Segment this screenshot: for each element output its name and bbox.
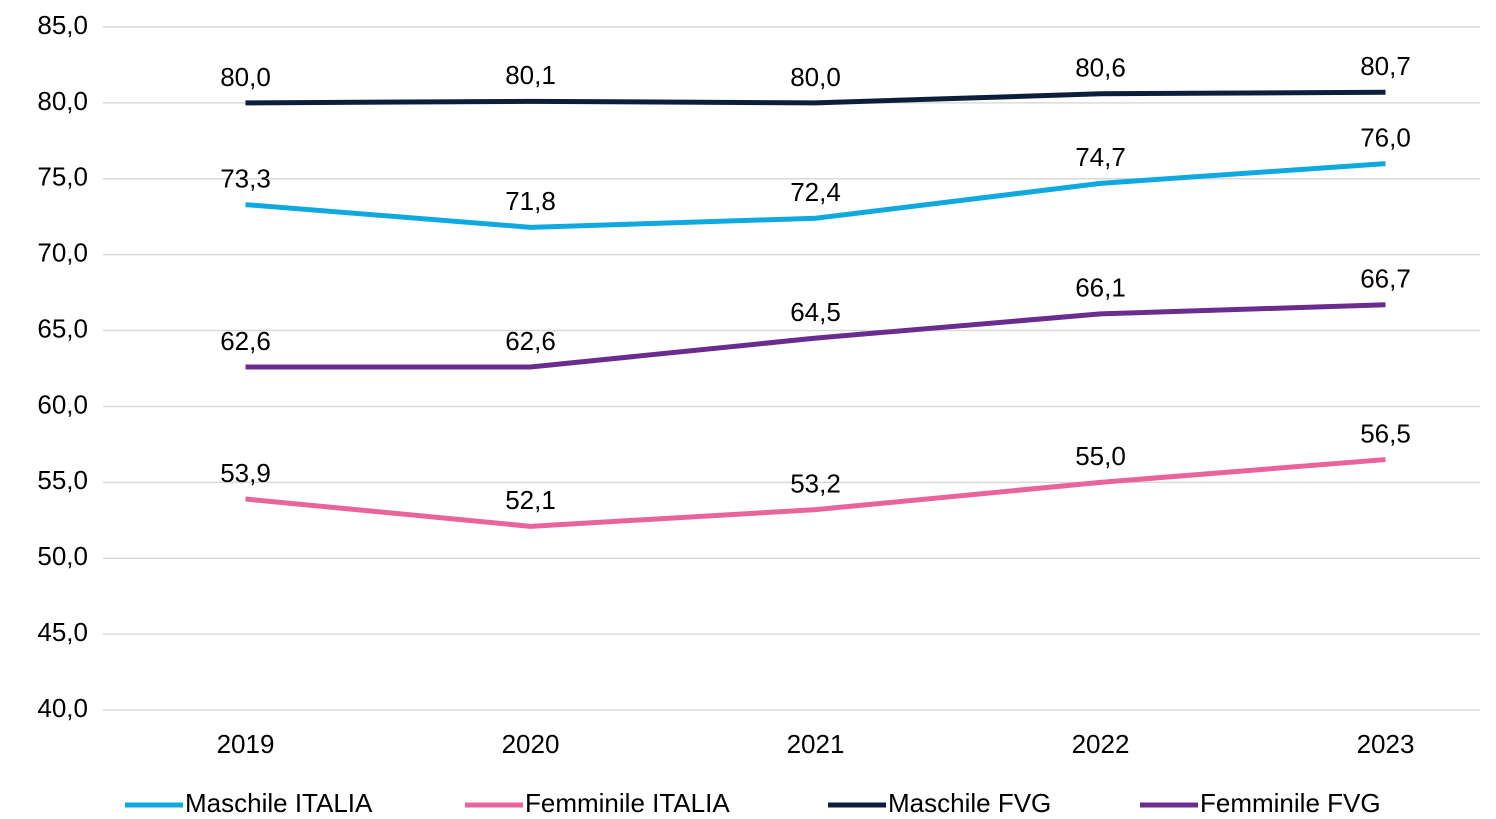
series-line xyxy=(245,89,1386,106)
data-label: 55,0 xyxy=(1075,441,1126,471)
y-tick-label: 45,0 xyxy=(37,617,88,647)
data-label: 53,9 xyxy=(220,458,271,488)
x-tick-label: 2021 xyxy=(787,729,845,759)
x-tick-label: 2022 xyxy=(1072,729,1130,759)
legend-label: Maschile ITALIA xyxy=(185,788,373,818)
y-tick-label: 85,0 xyxy=(37,10,88,40)
legend-label: Femminile FVG xyxy=(1200,788,1381,818)
x-tick-label: 2023 xyxy=(1357,729,1415,759)
data-label: 62,6 xyxy=(220,326,271,356)
y-tick-label: 80,0 xyxy=(37,86,88,116)
data-label: 80,1 xyxy=(505,60,556,90)
y-tick-label: 40,0 xyxy=(37,693,88,723)
x-tick-label: 2019 xyxy=(217,729,275,759)
legend-label: Maschile FVG xyxy=(888,788,1051,818)
data-label: 52,1 xyxy=(505,485,556,515)
y-tick-label: 65,0 xyxy=(37,313,88,343)
y-tick-label: 70,0 xyxy=(37,238,88,268)
data-label: 64,5 xyxy=(790,297,841,327)
data-label: 80,0 xyxy=(220,62,271,92)
data-label: 80,7 xyxy=(1360,51,1411,81)
data-label: 74,7 xyxy=(1075,142,1126,172)
data-label: 66,7 xyxy=(1360,264,1411,294)
series-line xyxy=(245,161,1386,230)
data-label: 66,1 xyxy=(1075,273,1126,303)
data-label: 80,6 xyxy=(1075,53,1126,83)
data-label: 56,5 xyxy=(1360,418,1411,448)
y-tick-label: 60,0 xyxy=(37,389,88,419)
y-tick-label: 75,0 xyxy=(37,162,88,192)
data-label: 73,3 xyxy=(220,163,271,193)
legend-label: Femminile ITALIA xyxy=(525,788,730,818)
data-label: 72,4 xyxy=(790,177,841,207)
series-line xyxy=(245,302,1386,370)
data-label: 80,0 xyxy=(790,62,841,92)
data-label: 76,0 xyxy=(1360,122,1411,152)
data-label: 71,8 xyxy=(505,186,556,216)
series-line xyxy=(245,457,1386,529)
y-tick-label: 55,0 xyxy=(37,465,88,495)
data-label: 53,2 xyxy=(790,469,841,499)
x-tick-label: 2020 xyxy=(502,729,560,759)
data-label: 62,6 xyxy=(505,326,556,356)
y-tick-label: 50,0 xyxy=(37,541,88,571)
